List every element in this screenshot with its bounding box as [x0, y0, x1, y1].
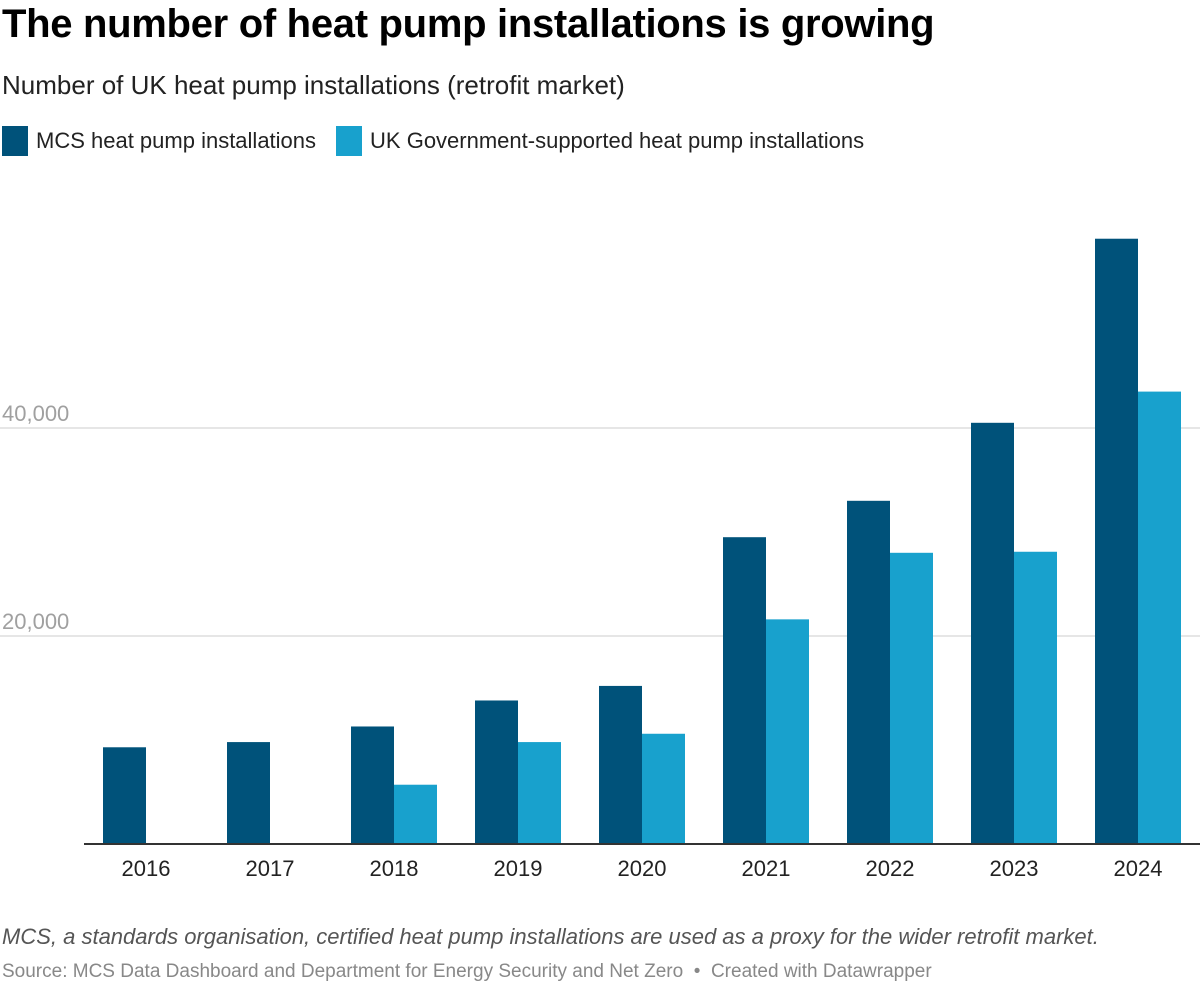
x-tick-label-2017: 2017: [246, 856, 295, 881]
y-tick-label-40000: 40,000: [2, 401, 69, 426]
bar-gov-2020: [642, 733, 685, 844]
bar-mcs-2021: [723, 537, 766, 844]
x-tick-label-2021: 2021: [742, 856, 791, 881]
x-tick-label-2019: 2019: [494, 856, 543, 881]
bar-mcs-2023: [971, 422, 1014, 844]
x-tick-label-2022: 2022: [866, 856, 915, 881]
bar-mcs-2022: [847, 500, 890, 844]
bar-mcs-2019: [475, 700, 518, 844]
chart-subtitle: Number of UK heat pump installations (re…: [2, 70, 625, 100]
bar-chart: 20,000 40,000 2016 2017 2018 2019 2020 2021 2022…: [0, 238, 1200, 881]
bar-gov-2021: [766, 619, 809, 844]
bar-gov-2022: [890, 552, 933, 844]
x-tick-label-2023: 2023: [990, 856, 1039, 881]
legend-label-gov: UK Government-supported heat pump instal…: [370, 128, 865, 153]
chart-source: Source: MCS Data Dashboard and Departmen…: [2, 961, 932, 983]
chart-note: MCS, a standards organisation, certified…: [2, 924, 1099, 949]
bar-mcs-2024: [1095, 238, 1138, 845]
legend-swatch-gov: [336, 126, 363, 156]
legend: MCS heat pump installations UK Governmen…: [2, 126, 884, 156]
source-text: Source: MCS Data Dashboard and Departmen…: [2, 961, 684, 982]
bar-mcs-2018: [351, 726, 394, 844]
bar-gov-2019: [518, 742, 561, 844]
bar-mcs-2017: [227, 742, 270, 844]
x-tick-label-2024: 2024: [1114, 856, 1163, 881]
legend-label-mcs: MCS heat pump installations: [36, 128, 317, 153]
y-tick-label-20000: 20,000: [2, 609, 69, 634]
legend-swatch-mcs: [2, 126, 28, 156]
chart-title: The number of heat pump installations is…: [2, 2, 935, 46]
credit-text: Created with Datawrapper: [710, 961, 932, 982]
bar-mcs-2020: [599, 685, 642, 844]
x-tick-label-2018: 2018: [370, 856, 419, 881]
bar-gov-2018: [394, 784, 437, 844]
legend-item-mcs: MCS heat pump installations: [2, 126, 316, 156]
x-tick-label-2020: 2020: [618, 856, 667, 881]
legend-item-gov: UK Government-supported heat pump instal…: [336, 126, 864, 156]
bar-gov-2023: [1014, 551, 1057, 844]
source-separator: •: [688, 961, 706, 982]
bar-mcs-2016: [103, 747, 146, 844]
x-tick-label-2016: 2016: [122, 856, 171, 881]
bar-gov-2024: [1138, 391, 1181, 844]
